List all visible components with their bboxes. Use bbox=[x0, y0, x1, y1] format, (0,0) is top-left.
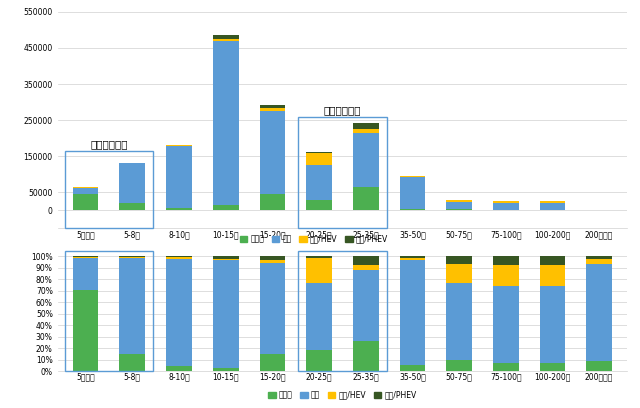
Bar bbox=[353, 123, 379, 129]
Bar bbox=[120, 257, 145, 258]
Bar bbox=[213, 35, 239, 39]
Bar bbox=[446, 202, 472, 209]
Bar bbox=[446, 256, 472, 264]
Bar bbox=[493, 363, 518, 371]
Bar bbox=[306, 153, 332, 165]
Bar bbox=[493, 256, 518, 265]
Bar bbox=[540, 210, 565, 211]
Bar bbox=[306, 256, 332, 258]
Bar bbox=[260, 256, 285, 260]
Bar bbox=[540, 265, 565, 286]
Bar bbox=[540, 363, 565, 371]
Bar bbox=[399, 260, 425, 365]
Bar bbox=[260, 263, 285, 354]
Bar bbox=[586, 210, 612, 211]
Bar bbox=[353, 270, 379, 341]
Bar bbox=[213, 256, 239, 259]
Bar bbox=[399, 208, 425, 211]
Bar bbox=[353, 265, 379, 270]
Legend: 纯电动, 汽油, 汽油/HEV, 汽油/PHEV: 纯电动, 汽油, 汽油/HEV, 汽油/PHEV bbox=[265, 388, 420, 403]
Bar bbox=[166, 146, 192, 208]
Bar bbox=[540, 201, 565, 202]
Bar bbox=[166, 208, 192, 211]
Bar bbox=[306, 350, 332, 371]
Bar bbox=[73, 290, 99, 371]
Bar bbox=[586, 264, 612, 361]
Bar bbox=[260, 111, 285, 194]
Bar bbox=[120, 164, 145, 203]
Bar bbox=[166, 145, 192, 146]
Bar bbox=[120, 258, 145, 354]
Bar bbox=[260, 108, 285, 111]
Bar bbox=[540, 286, 565, 363]
Bar bbox=[73, 257, 99, 258]
Bar bbox=[446, 283, 472, 360]
Bar bbox=[120, 203, 145, 211]
Bar bbox=[260, 104, 285, 108]
Bar bbox=[213, 260, 239, 368]
Bar bbox=[586, 361, 612, 371]
Bar bbox=[493, 265, 518, 286]
Bar bbox=[306, 200, 332, 211]
Bar bbox=[260, 260, 285, 263]
Bar bbox=[493, 286, 518, 363]
Bar bbox=[399, 256, 425, 258]
Bar bbox=[260, 194, 285, 211]
Bar bbox=[166, 366, 192, 371]
Bar bbox=[586, 256, 612, 259]
Bar bbox=[399, 175, 425, 176]
Bar bbox=[306, 258, 332, 283]
Bar bbox=[353, 187, 379, 211]
Bar bbox=[353, 256, 379, 265]
Bar bbox=[166, 256, 192, 257]
Bar bbox=[213, 41, 239, 205]
Bar bbox=[586, 259, 612, 264]
Bar bbox=[540, 203, 565, 210]
Bar bbox=[353, 133, 379, 187]
Bar bbox=[306, 151, 332, 153]
Bar bbox=[446, 209, 472, 211]
Bar bbox=[73, 194, 99, 211]
Bar bbox=[399, 176, 425, 177]
Bar bbox=[213, 39, 239, 41]
Bar bbox=[120, 163, 145, 164]
Bar bbox=[353, 341, 379, 371]
Bar bbox=[399, 177, 425, 208]
Bar bbox=[213, 205, 239, 211]
Legend: 纯电动, 汽油, 汽油/HEV, 汽油/PHEV: 纯电动, 汽油, 汽油/HEV, 汽油/PHEV bbox=[237, 232, 391, 247]
Bar bbox=[73, 256, 99, 257]
Bar bbox=[120, 256, 145, 257]
Bar bbox=[73, 188, 99, 194]
Bar bbox=[540, 202, 565, 203]
Bar bbox=[213, 259, 239, 260]
Bar bbox=[73, 258, 99, 290]
Bar bbox=[540, 256, 565, 265]
Bar bbox=[306, 165, 332, 200]
Bar bbox=[446, 264, 472, 283]
Bar bbox=[166, 259, 192, 366]
Bar bbox=[493, 202, 518, 203]
Bar bbox=[260, 354, 285, 371]
Bar bbox=[353, 129, 379, 133]
Bar bbox=[213, 368, 239, 371]
Bar bbox=[493, 203, 518, 210]
Text: 面向市场销售: 面向市场销售 bbox=[324, 105, 361, 115]
Bar bbox=[306, 283, 332, 350]
Bar bbox=[120, 354, 145, 371]
Bar bbox=[446, 200, 472, 202]
Bar bbox=[399, 258, 425, 260]
Bar bbox=[493, 201, 518, 202]
Bar bbox=[446, 360, 472, 371]
Bar bbox=[166, 257, 192, 259]
Text: 面向积分销售: 面向积分销售 bbox=[90, 139, 128, 149]
Bar bbox=[493, 210, 518, 211]
Bar bbox=[399, 365, 425, 371]
